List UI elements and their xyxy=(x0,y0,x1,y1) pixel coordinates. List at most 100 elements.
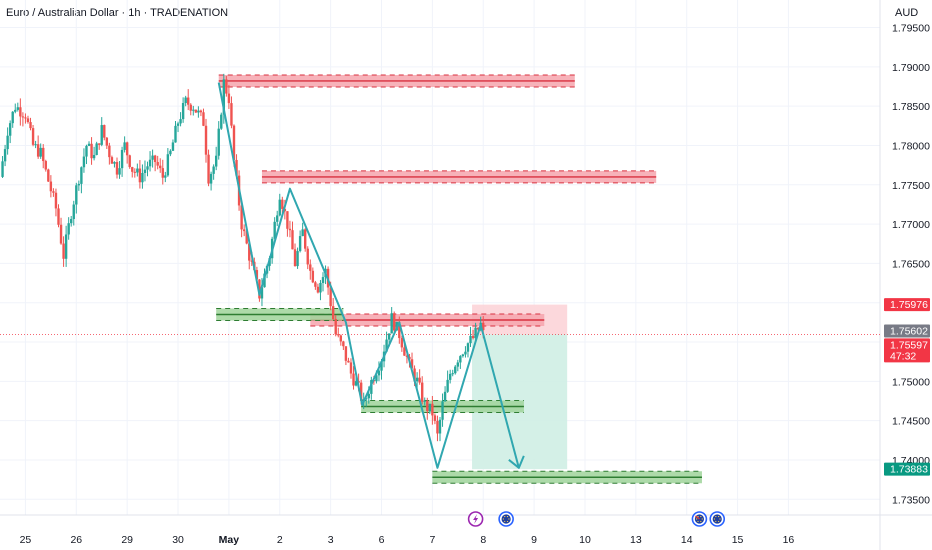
y-tick-label: 1.78500 xyxy=(892,101,930,113)
candle-body xyxy=(72,204,75,220)
candle-body xyxy=(250,260,253,262)
x-tick-label: 16 xyxy=(783,534,795,546)
candle-body xyxy=(169,150,172,155)
y-tick-label: 1.73500 xyxy=(892,494,930,506)
candle-body xyxy=(281,199,284,209)
candle-body xyxy=(36,144,40,157)
candle-body xyxy=(385,339,388,352)
candle-body xyxy=(446,379,449,392)
candle-body xyxy=(286,211,289,229)
flag-star xyxy=(696,518,698,520)
candle-body xyxy=(418,377,421,383)
candle-body xyxy=(62,243,65,259)
candle-body xyxy=(174,125,177,143)
candle-body xyxy=(400,338,404,348)
candle-body xyxy=(176,123,180,126)
candle-body xyxy=(171,142,175,151)
candle-body xyxy=(242,229,246,232)
flag-star xyxy=(701,518,703,520)
candle-body xyxy=(298,236,302,252)
price-tag xyxy=(884,298,930,312)
flag-star xyxy=(508,518,510,520)
candle-body xyxy=(197,110,200,113)
flag-star xyxy=(504,515,506,518)
candle-body xyxy=(235,159,238,176)
candle-body xyxy=(90,143,93,159)
candle-body xyxy=(143,169,147,173)
candle-body xyxy=(47,169,50,182)
candle-body xyxy=(31,128,35,145)
candle-body xyxy=(82,156,86,168)
candle-body xyxy=(24,117,27,119)
candle-body xyxy=(377,370,381,376)
candle-body xyxy=(77,183,81,186)
candles xyxy=(1,73,485,442)
candle-body xyxy=(354,381,358,386)
x-tick-label: 13 xyxy=(630,534,642,546)
candle-body xyxy=(181,102,185,120)
candle-body xyxy=(202,112,205,126)
candle-body xyxy=(64,234,68,259)
candle-body xyxy=(222,79,226,115)
candle-body xyxy=(288,228,292,231)
candle-body xyxy=(296,251,299,267)
pattern-lines xyxy=(217,82,525,469)
candle-body xyxy=(255,270,259,280)
candle-body xyxy=(309,264,312,271)
candle-body xyxy=(276,215,279,222)
candle-body xyxy=(240,205,243,230)
candle-body xyxy=(110,157,114,164)
candle-body xyxy=(19,107,22,117)
candle-body xyxy=(301,229,304,237)
candle-body xyxy=(54,192,58,209)
y-tick-label: 1.77000 xyxy=(892,219,930,231)
currency-label: AUD xyxy=(895,7,919,19)
chart-title: Euro / Australian Dollar · 1h · TRADENAT… xyxy=(6,7,229,19)
candle-body xyxy=(14,109,17,112)
candle-body xyxy=(100,125,103,145)
candle-body xyxy=(97,143,101,145)
candle-body xyxy=(426,400,429,412)
candle-body xyxy=(42,147,45,162)
flag-cross xyxy=(695,515,700,520)
candle-body xyxy=(128,155,131,168)
candle-body xyxy=(29,122,32,129)
candle-body xyxy=(70,219,73,224)
candle-body xyxy=(87,143,91,146)
candle-body xyxy=(21,116,25,118)
y-tick-label: 1.79500 xyxy=(892,23,930,35)
candle-body xyxy=(474,327,477,339)
price-tag-label: 1.73883 xyxy=(890,464,928,476)
candle-body xyxy=(156,162,159,166)
candle-body xyxy=(428,403,432,412)
candle-body xyxy=(166,154,170,176)
candle-body xyxy=(39,147,42,157)
candle-body xyxy=(59,224,63,244)
candle-body xyxy=(44,161,47,170)
candle-body xyxy=(403,347,406,356)
candle-body xyxy=(118,168,121,175)
candle-body xyxy=(16,107,20,110)
candle-body xyxy=(1,161,4,177)
position-zones xyxy=(0,304,880,470)
candle-body xyxy=(209,173,213,184)
candle-body xyxy=(52,191,55,193)
candle-body xyxy=(410,359,414,369)
candle-body xyxy=(3,149,7,162)
candle-body xyxy=(164,175,167,178)
x-tick-label: 7 xyxy=(429,534,435,546)
candle-body xyxy=(245,231,248,244)
candle-body xyxy=(92,154,96,159)
flag-star xyxy=(715,515,717,518)
candle-body xyxy=(85,145,88,157)
candle-body xyxy=(212,166,215,174)
flag-star xyxy=(506,515,509,518)
countdown-label: 47:32 xyxy=(890,350,916,362)
candle-body xyxy=(476,327,480,330)
candle-body xyxy=(151,155,154,160)
x-tick-label: 10 xyxy=(579,534,591,546)
candle-body xyxy=(390,313,393,334)
candle-body xyxy=(398,321,401,339)
